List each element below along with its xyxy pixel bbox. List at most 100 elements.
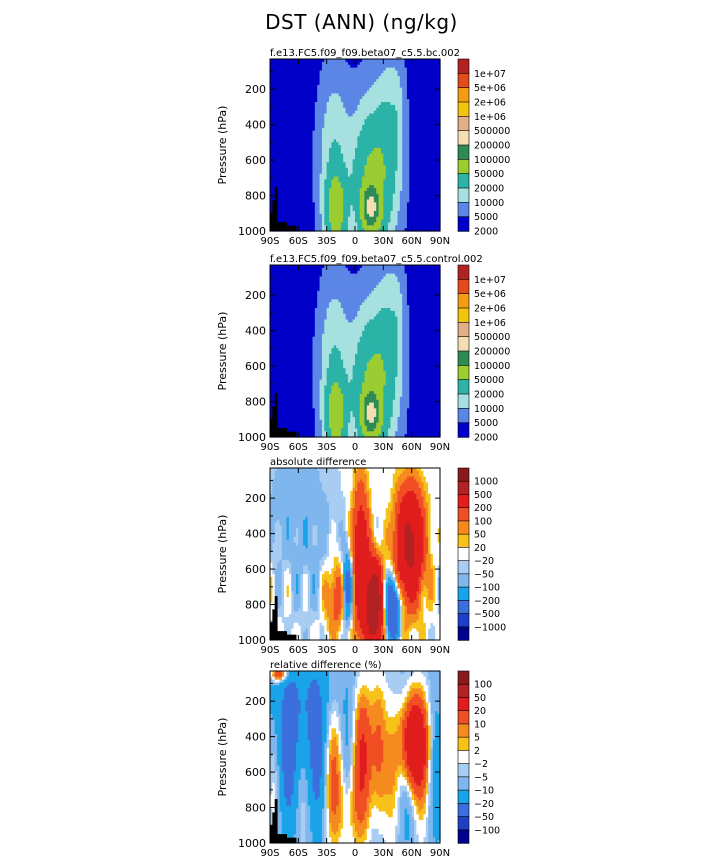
contour-cell: [300, 202, 304, 206]
contour-cell: [277, 188, 281, 192]
contour-cell: [378, 219, 382, 223]
contour-cell: [331, 176, 335, 180]
contour-cell: [314, 165, 318, 169]
contour-cell: [369, 213, 373, 218]
contour-cell: [272, 64, 276, 69]
contour-cell: [298, 202, 302, 206]
contour-cell: [359, 73, 363, 77]
contour-cell: [329, 133, 332, 137]
contour-cell: [340, 107, 344, 112]
contour-cell: [350, 188, 354, 192]
contour-cell: [279, 213, 283, 218]
contour-cell: [288, 173, 292, 178]
contour-cell: [326, 165, 330, 169]
contour-cell: [272, 73, 276, 77]
contour-cell: [362, 176, 366, 180]
contour-cell: [331, 102, 335, 106]
contour-cell: [333, 222, 337, 226]
contour-cell: [352, 145, 356, 149]
contour-cell: [272, 196, 276, 201]
contour-cell: [270, 67, 273, 72]
contour-cell: [388, 185, 392, 189]
contour-cell: [380, 61, 384, 66]
contour-cell: [333, 193, 337, 198]
contour-cell: [345, 67, 349, 72]
contour-cell: [279, 188, 283, 192]
contour-cell: [331, 99, 335, 103]
contour-cell: [352, 179, 356, 183]
contour-cell: [312, 199, 316, 203]
contour-cell: [392, 139, 396, 143]
contour-cell: [307, 167, 311, 172]
contour-cell: [366, 119, 370, 123]
contour-cell: [343, 127, 347, 132]
contour-cell: [286, 116, 290, 120]
contour-cell: [359, 167, 363, 172]
contour-cell: [284, 179, 288, 183]
contour-cell: [369, 216, 373, 221]
contour-cell: [298, 113, 302, 117]
contour-cell: [376, 102, 380, 106]
contour-cell: [286, 99, 290, 103]
contour-cell: [362, 153, 366, 158]
contour-cell: [352, 90, 356, 94]
contour-cell: [352, 170, 356, 175]
contour-cell: [390, 99, 394, 103]
contour-cell: [281, 159, 285, 163]
contour-cell: [392, 170, 396, 175]
contour-cell: [310, 61, 314, 66]
contour-cell: [338, 76, 342, 80]
contour-cell: [336, 107, 340, 112]
contour-cell: [336, 136, 340, 140]
contour-cell: [345, 228, 349, 232]
contour-cell: [345, 167, 349, 172]
contour-cell: [357, 127, 361, 132]
contour-cell: [385, 99, 389, 103]
contour-cell: [277, 185, 281, 189]
contour-cell: [366, 208, 370, 212]
contour-cell: [336, 188, 340, 192]
contour-cell: [373, 133, 377, 137]
contour-cell: [331, 110, 335, 115]
contour-cell: [286, 210, 290, 215]
contour-cell: [371, 193, 375, 198]
contour-cell: [288, 182, 292, 186]
contour-cell: [326, 79, 330, 83]
contour-cell: [274, 173, 278, 178]
contour-cell: [369, 70, 373, 74]
contour-cell: [378, 173, 382, 178]
contour-cell: [336, 205, 340, 209]
contour-cell: [359, 165, 363, 169]
contour-cell: [338, 81, 342, 86]
contour-cell: [279, 70, 283, 74]
contour-cell: [373, 107, 377, 112]
contour-cell: [352, 182, 356, 186]
contour-cell: [369, 219, 373, 223]
contour-cell: [293, 208, 297, 212]
contour-cell: [270, 136, 273, 140]
contour-cell: [355, 104, 358, 109]
contour-cell: [366, 147, 370, 152]
contour-cell: [355, 222, 358, 226]
contour-cell: [305, 130, 309, 135]
contour-cell: [352, 219, 356, 223]
contour-cell: [366, 145, 370, 149]
contour-cell: [286, 222, 290, 226]
contour-cell: [310, 79, 314, 83]
contour-cell: [338, 176, 342, 180]
contour-cell: [343, 93, 347, 97]
contour-cell: [317, 153, 321, 158]
contour-cell: [317, 116, 321, 120]
contour-cell: [371, 179, 375, 183]
contour-cell: [284, 153, 288, 158]
contour-cell: [369, 67, 373, 72]
contour-cell: [305, 61, 309, 66]
contour-cell: [300, 70, 304, 74]
contour-cell: [329, 199, 332, 203]
contour-cell: [338, 190, 342, 195]
contour-cell: [270, 162, 273, 166]
contour-cell: [314, 213, 318, 218]
contour-cell: [331, 122, 335, 126]
contour-cell: [286, 136, 290, 140]
contour-cell: [270, 159, 273, 163]
